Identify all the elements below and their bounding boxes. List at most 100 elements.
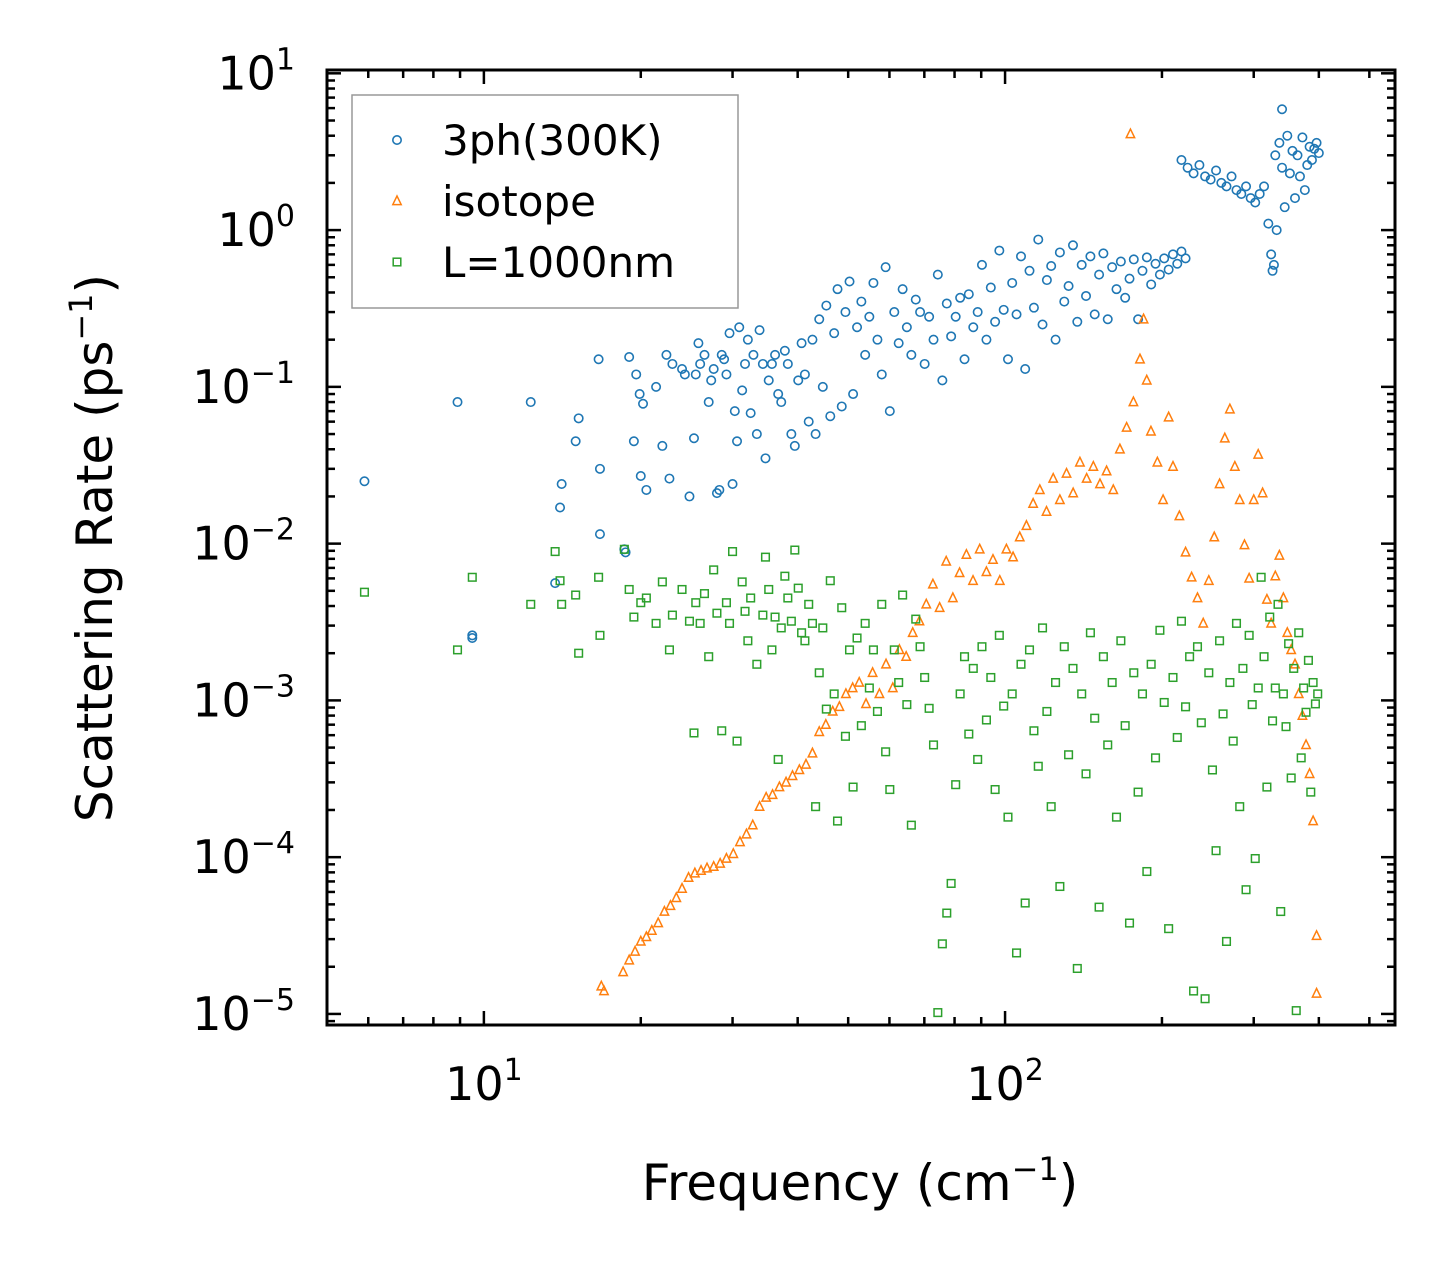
- data-point: [807, 334, 818, 345]
- data-point: [887, 681, 899, 693]
- data-point: [1196, 718, 1206, 728]
- data-point: [734, 322, 745, 333]
- data-point: [652, 916, 664, 928]
- data-point: [820, 717, 832, 730]
- y-tick-base: 10: [192, 987, 251, 1041]
- data-point: [942, 908, 952, 918]
- data-point: [1059, 642, 1069, 652]
- data-point: [1146, 659, 1156, 669]
- data-point: [1296, 753, 1306, 763]
- data-point: [740, 358, 751, 369]
- data-point: [624, 584, 634, 595]
- data-point: [677, 584, 687, 595]
- data-point: [959, 354, 970, 365]
- data-point: [760, 453, 771, 464]
- data-point: [804, 599, 814, 609]
- data-point: [1277, 591, 1289, 603]
- data-point: [848, 389, 859, 400]
- data-point: [954, 566, 965, 578]
- data-point: [646, 923, 658, 935]
- data-point: [1271, 225, 1282, 236]
- data-point: [1094, 269, 1105, 280]
- data-point: [1207, 765, 1218, 775]
- data-point: [874, 687, 885, 699]
- data-point: [1211, 165, 1222, 176]
- y-tick-label: 10−2: [192, 513, 295, 571]
- data-point: [593, 354, 604, 365]
- data-point: [679, 369, 690, 380]
- data-point: [1307, 814, 1319, 826]
- data-point: [1231, 618, 1242, 628]
- data-point: [555, 502, 566, 513]
- data-point: [658, 904, 670, 916]
- data-point: [968, 663, 978, 673]
- data-point: [1155, 625, 1165, 635]
- data-point: [1090, 713, 1100, 723]
- data-point: [902, 700, 912, 710]
- data-point: [1185, 652, 1195, 662]
- data-point: [1089, 309, 1100, 320]
- data-point: [1250, 853, 1260, 864]
- data-point: [977, 642, 987, 652]
- data-point: [898, 590, 908, 600]
- data-point: [1226, 171, 1237, 182]
- data-point: [990, 316, 1001, 327]
- data-point: [1311, 137, 1322, 148]
- data-point: [941, 298, 952, 309]
- data-point: [728, 547, 738, 557]
- data-point: [894, 643, 905, 655]
- data-point: [1037, 623, 1048, 633]
- data-point: [773, 754, 783, 765]
- data-point: [1208, 530, 1220, 542]
- data-point: [1304, 767, 1316, 779]
- data-point: [1289, 193, 1300, 204]
- data-point: [751, 429, 762, 440]
- data-point: [1029, 726, 1039, 736]
- data-point: [767, 788, 778, 800]
- data-point: [525, 397, 536, 408]
- data-point: [876, 369, 887, 380]
- data-point: [1219, 431, 1231, 443]
- data-point: [1311, 929, 1322, 941]
- legend-label: L=1000nm: [442, 238, 675, 287]
- data-point: [1277, 162, 1288, 173]
- data-point: [1081, 769, 1091, 779]
- data-point: [1085, 251, 1096, 262]
- data-point: [571, 590, 581, 600]
- data-point: [782, 358, 793, 369]
- legend-marker: [392, 257, 402, 267]
- data-point: [550, 578, 561, 589]
- data-point: [1033, 761, 1043, 771]
- data-point: [1310, 699, 1320, 709]
- data-point: [638, 398, 649, 409]
- data-point: [631, 369, 642, 380]
- data-point: [947, 591, 959, 603]
- data-point: [867, 666, 879, 678]
- data-point: [635, 471, 646, 482]
- data-point: [1256, 572, 1266, 582]
- data-point: [1115, 256, 1126, 267]
- x-tick-base: 10: [445, 1057, 504, 1111]
- data-point: [734, 835, 746, 847]
- data-point: [894, 677, 904, 688]
- data-point: [664, 645, 674, 655]
- data-point: [840, 731, 850, 741]
- data-point: [832, 816, 843, 826]
- series-3ph-300k-: [359, 104, 1324, 644]
- data-point: [999, 701, 1009, 711]
- data-point: [1229, 459, 1241, 471]
- data-point: [814, 668, 824, 678]
- data-point: [1269, 569, 1281, 581]
- y-tick-label: 10−1: [192, 356, 295, 414]
- data-point: [732, 436, 743, 447]
- y-tick-exponent: −2: [251, 513, 295, 548]
- data-point: [557, 599, 567, 609]
- data-point: [1124, 273, 1135, 284]
- y-tick-exponent: −1: [251, 356, 295, 391]
- data-point: [691, 598, 701, 608]
- data-point: [793, 583, 803, 593]
- data-point: [1284, 639, 1294, 649]
- data-point: [1024, 265, 1035, 276]
- data-point: [1291, 1006, 1301, 1016]
- data-point: [721, 369, 732, 380]
